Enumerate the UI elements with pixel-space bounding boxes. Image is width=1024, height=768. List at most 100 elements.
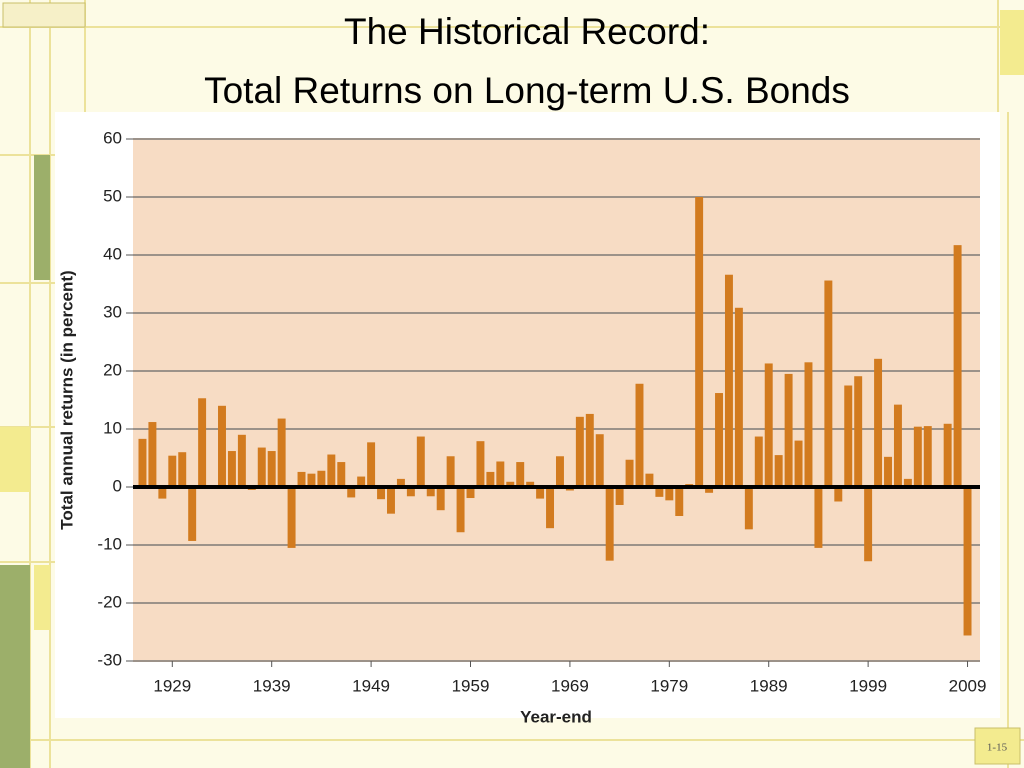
x-tick-label: 1979 bbox=[650, 676, 688, 695]
bar bbox=[665, 487, 674, 501]
x-tick-label: 1989 bbox=[750, 676, 788, 695]
bar bbox=[754, 436, 763, 487]
bar bbox=[903, 478, 912, 487]
bar bbox=[237, 434, 246, 487]
bar bbox=[456, 487, 465, 533]
bar bbox=[555, 456, 564, 487]
bar bbox=[695, 197, 704, 487]
y-tick-label: -20 bbox=[97, 592, 122, 611]
x-tick-label: 1939 bbox=[253, 676, 291, 695]
bar bbox=[188, 487, 197, 541]
x-tick-label: 2009 bbox=[949, 676, 987, 695]
bar bbox=[198, 398, 207, 487]
y-tick-label: 60 bbox=[103, 128, 122, 147]
plot-area bbox=[133, 138, 980, 662]
bar bbox=[178, 452, 187, 487]
bar bbox=[367, 442, 376, 487]
bar bbox=[774, 455, 783, 487]
bar bbox=[953, 245, 962, 487]
bar bbox=[884, 456, 892, 487]
bar bbox=[476, 441, 485, 487]
bar bbox=[307, 473, 316, 487]
bar bbox=[426, 487, 435, 497]
bar bbox=[864, 487, 873, 562]
bar bbox=[645, 473, 654, 487]
bar bbox=[595, 434, 604, 487]
x-axis-label: Year-end bbox=[520, 707, 592, 726]
x-tick-label: 1999 bbox=[849, 676, 887, 695]
bar bbox=[327, 454, 336, 487]
bar bbox=[406, 487, 415, 497]
bar bbox=[764, 363, 773, 487]
bar bbox=[357, 476, 366, 487]
bar bbox=[218, 405, 226, 487]
bar bbox=[854, 376, 863, 487]
bar bbox=[804, 362, 813, 487]
bar bbox=[138, 438, 147, 487]
bar bbox=[396, 478, 405, 487]
bar bbox=[546, 487, 555, 529]
bar bbox=[913, 426, 922, 487]
bar bbox=[585, 413, 594, 487]
page-number-box bbox=[974, 727, 1021, 765]
bar bbox=[466, 487, 475, 499]
bar bbox=[347, 487, 356, 498]
y-tick-label: 30 bbox=[103, 302, 122, 321]
bar bbox=[734, 307, 743, 487]
bar bbox=[724, 274, 733, 487]
bar bbox=[416, 436, 425, 487]
bar bbox=[317, 470, 326, 487]
bar bbox=[257, 447, 266, 487]
bar bbox=[844, 385, 853, 487]
bar bbox=[506, 481, 515, 487]
bar bbox=[784, 373, 793, 487]
bar bbox=[893, 404, 902, 487]
title-line: Total Returns on Long-term U.S. Bonds bbox=[204, 70, 850, 111]
y-tick-label: -10 bbox=[97, 534, 122, 553]
bar bbox=[337, 462, 346, 487]
x-tick-label: 1969 bbox=[551, 676, 589, 695]
bar bbox=[705, 487, 714, 493]
page-number: 1-15 bbox=[987, 742, 1008, 754]
bar bbox=[625, 459, 634, 487]
bar bbox=[287, 487, 296, 548]
y-tick-label: 10 bbox=[103, 418, 122, 437]
bar bbox=[675, 487, 684, 516]
bar bbox=[605, 487, 614, 561]
bar bbox=[297, 471, 306, 487]
bar bbox=[874, 358, 883, 487]
bar bbox=[486, 471, 495, 487]
bar bbox=[227, 451, 236, 487]
y-tick-label: -30 bbox=[97, 650, 122, 669]
bar bbox=[158, 487, 167, 499]
bar bbox=[715, 393, 723, 487]
bar bbox=[923, 426, 932, 487]
x-tick-label: 1959 bbox=[452, 676, 490, 695]
bar bbox=[377, 487, 386, 500]
bar bbox=[963, 487, 972, 636]
bar bbox=[655, 487, 664, 497]
y-axis-label: Total annual returns (in percent) bbox=[57, 270, 76, 529]
bar bbox=[744, 487, 753, 530]
bar bbox=[526, 481, 535, 487]
bar bbox=[168, 455, 177, 487]
y-tick-label: 20 bbox=[103, 360, 122, 379]
bar bbox=[387, 487, 395, 514]
x-tick-label: 1949 bbox=[352, 676, 390, 695]
bar bbox=[943, 423, 952, 487]
bar bbox=[267, 451, 276, 487]
bar bbox=[575, 416, 584, 487]
bar bbox=[635, 383, 644, 487]
bar bbox=[446, 456, 455, 487]
bar bbox=[824, 280, 833, 487]
title-line: The Historical Record: bbox=[344, 11, 710, 52]
x-tick-label: 1929 bbox=[153, 676, 191, 695]
bar bbox=[794, 440, 803, 487]
bar bbox=[834, 487, 843, 502]
bar bbox=[277, 418, 286, 487]
y-tick-label: 40 bbox=[103, 244, 122, 263]
bar bbox=[496, 461, 505, 487]
bar bbox=[536, 487, 545, 499]
